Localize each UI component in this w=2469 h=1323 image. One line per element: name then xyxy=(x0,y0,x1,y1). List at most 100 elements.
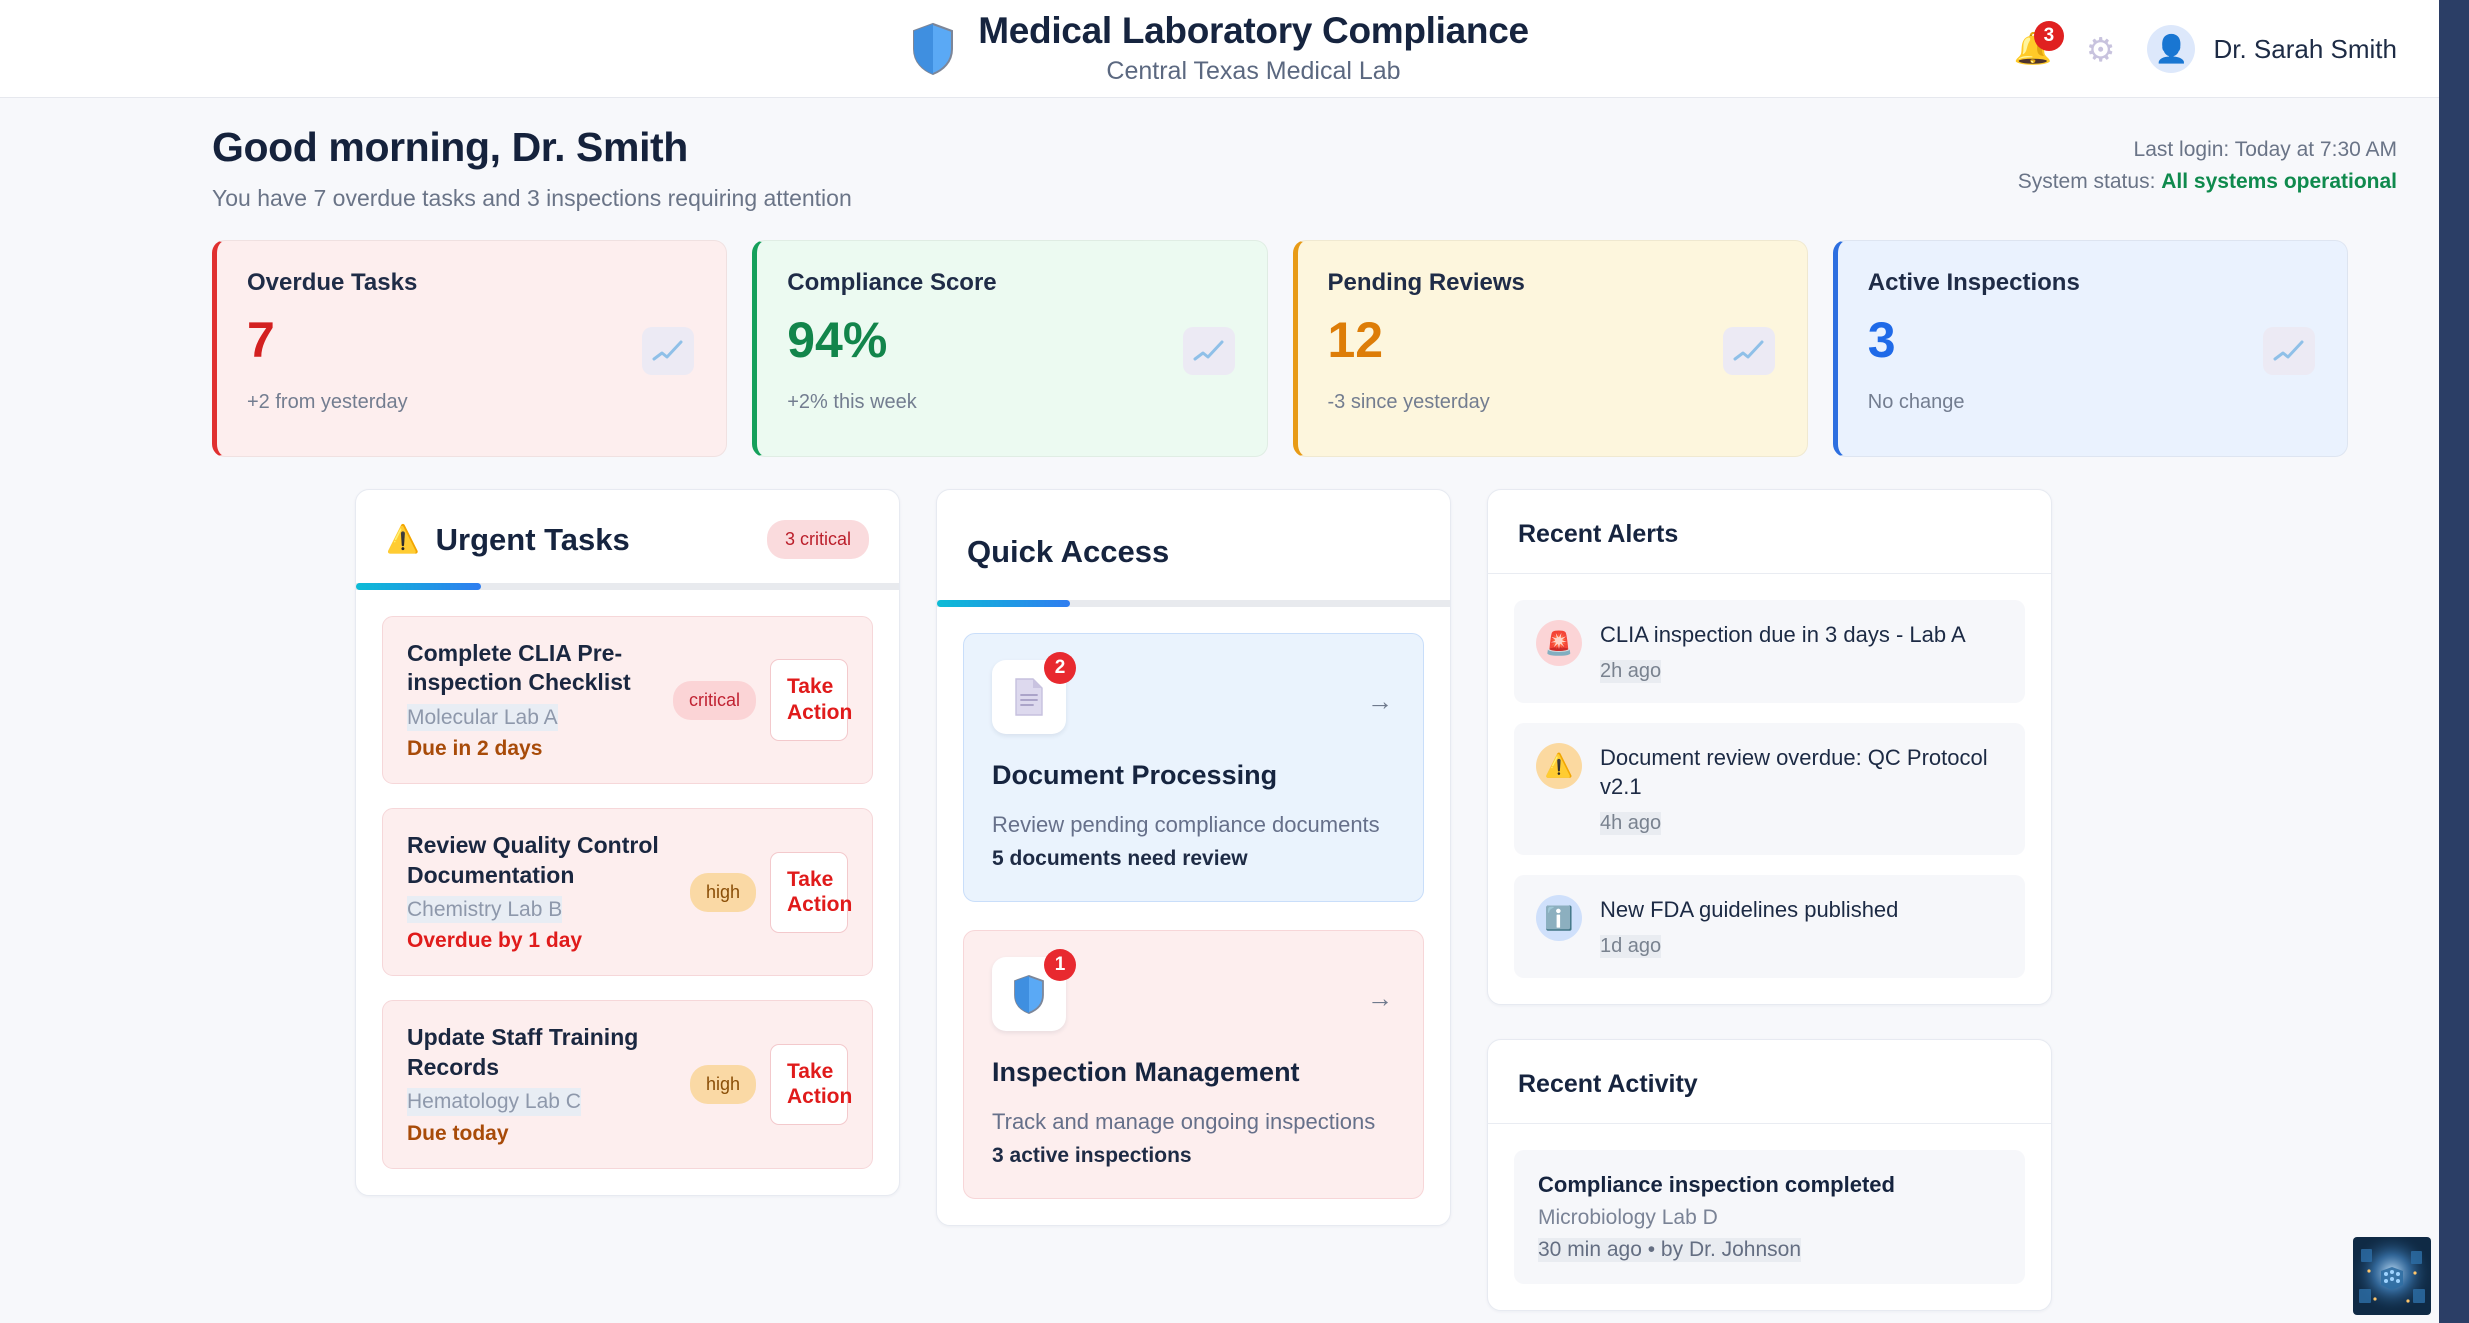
task-lab: Hematology Lab C xyxy=(407,1088,581,1116)
stat-card-active-inspections[interactable]: Active Inspections 3 No change xyxy=(1832,240,2348,457)
greeting-subtitle: You have 7 overdue tasks and 3 inspectio… xyxy=(212,185,852,211)
stat-label: Pending Reviews xyxy=(1327,269,1525,296)
header-actions: 🔔 3 ⚙ 👤 Dr. Sarah Smith xyxy=(2014,0,2397,98)
stat-value: 7 xyxy=(247,312,275,368)
main-columns: ⚠️ Urgent Tasks 3 critical Complete CLIA… xyxy=(355,489,2350,1311)
greeting-section: Good morning, Dr. Smith You have 7 overd… xyxy=(0,98,2439,212)
task-priority-badge: critical xyxy=(672,680,756,720)
panel-title: Urgent Tasks xyxy=(435,521,630,557)
stat-delta: +2% this week xyxy=(787,391,917,413)
notifications-button[interactable]: 🔔 3 xyxy=(2014,21,2064,71)
task-title: Complete CLIA Pre-inspection Checklist xyxy=(407,640,631,696)
ai-network-thumbnail xyxy=(2353,1237,2431,1315)
recent-activity-panel: Recent Activity Compliance inspection co… xyxy=(1487,1038,2052,1311)
divider xyxy=(1488,1122,2051,1124)
quick-access-card-inspection-management[interactable]: 1 → Inspection Management Track and mana… xyxy=(963,929,1424,1199)
recent-alerts-list: 🚨 CLIA inspection due in 3 days - Lab A … xyxy=(1488,574,2051,1004)
warning-triangle-icon: ⚠️ xyxy=(386,524,420,554)
alert-text: New FDA guidelines published xyxy=(1600,897,1899,923)
task-lab: Chemistry Lab B xyxy=(407,896,563,924)
quick-access-header: Quick Access xyxy=(937,490,1450,600)
activity-lab: Microbiology Lab D xyxy=(1538,1205,1718,1229)
quick-access-badge: 1 xyxy=(1044,948,1076,981)
alert-time: 1d ago xyxy=(1600,934,1662,958)
recent-alerts-panel: Recent Alerts 🚨 CLIA inspection due in 3… xyxy=(1487,489,2052,1005)
chart-line-icon xyxy=(642,327,695,375)
urgent-tasks-progress xyxy=(356,583,899,590)
activity-meta: 30 min ago • by Dr. Johnson xyxy=(1538,1237,1802,1262)
task-title: Review Quality Control Documentation xyxy=(407,832,659,888)
siren-icon: 🚨 xyxy=(1536,620,1582,666)
brand: Medical Laboratory Compliance Central Te… xyxy=(910,10,1529,86)
take-action-button[interactable]: Take Action xyxy=(770,659,852,741)
take-action-button[interactable]: Take Action xyxy=(770,851,852,933)
task-row[interactable]: Complete CLIA Pre-inspection Checklist M… xyxy=(382,616,873,785)
stat-card-overdue-tasks[interactable]: Overdue Tasks 7 +2 from yesterday xyxy=(212,240,728,457)
stat-value: 3 xyxy=(1867,312,1896,368)
quick-access-description: Review pending compliance documents xyxy=(992,812,1380,837)
stat-delta: -3 since yesterday xyxy=(1327,391,1490,413)
alert-time: 2h ago xyxy=(1600,659,1662,683)
quick-access-list: 2 → Document Processing Review pending c… xyxy=(937,607,1450,1225)
arrow-right-icon[interactable]: → xyxy=(1367,982,1393,1013)
divider xyxy=(1488,573,2051,574)
urgent-tasks-list: Complete CLIA Pre-inspection Checklist M… xyxy=(356,590,899,1195)
stat-value: 94% xyxy=(787,312,888,368)
task-title: Update Staff Training Records xyxy=(407,1024,639,1080)
gear-icon[interactable]: ⚙ xyxy=(2085,30,2116,68)
task-row[interactable]: Update Staff Training Records Hematology… xyxy=(382,1000,873,1169)
right-edge-strip xyxy=(2439,0,2469,1323)
urgent-tasks-header: ⚠️ Urgent Tasks 3 critical xyxy=(356,490,899,583)
user-menu[interactable]: 👤 Dr. Sarah Smith xyxy=(2147,25,2397,73)
stat-delta: +2 from yesterday xyxy=(247,391,408,413)
quick-access-column: Quick Access xyxy=(936,489,1451,1311)
page-title: Good morning, Dr. Smith xyxy=(212,124,688,170)
quick-access-title: Inspection Management xyxy=(992,1056,1300,1087)
stat-card-pending-reviews[interactable]: Pending Reviews 12 -3 since yesterday xyxy=(1292,240,1808,457)
notification-count-badge: 3 xyxy=(2033,21,2064,51)
stat-label: Compliance Score xyxy=(787,269,997,296)
task-due: Due today xyxy=(407,1121,509,1145)
task-row[interactable]: Review Quality Control Documentation Che… xyxy=(382,808,873,977)
activity-title: Compliance inspection completed xyxy=(1538,1171,1895,1197)
stat-delta: No change xyxy=(1867,391,1965,413)
session-meta: Last login: Today at 7:30 AM System stat… xyxy=(2018,124,2397,197)
critical-count-badge: 3 critical xyxy=(766,520,869,559)
stat-value: 12 xyxy=(1327,312,1384,368)
task-priority-badge: high xyxy=(689,872,756,912)
info-icon: ℹ️ xyxy=(1536,895,1582,942)
quick-access-description: Track and manage ongoing inspections xyxy=(992,1108,1376,1134)
quick-access-card-document-processing[interactable]: 2 → Document Processing Review pending c… xyxy=(963,633,1424,902)
task-priority-badge: high xyxy=(689,1064,756,1104)
chart-line-icon xyxy=(1182,327,1235,375)
activity-row[interactable]: Compliance inspection completed Microbio… xyxy=(1514,1149,2025,1284)
progress-fill xyxy=(356,583,481,590)
stat-label: Overdue Tasks xyxy=(247,269,418,296)
alert-row[interactable]: ⚠️ Document review overdue: QC Protocol … xyxy=(1514,722,2025,856)
recent-alerts-header: Recent Alerts xyxy=(1488,490,2051,573)
alert-time: 4h ago xyxy=(1600,812,1662,836)
quick-access-panel: Quick Access xyxy=(936,489,1451,1226)
top-header-bar: Medical Laboratory Compliance Central Te… xyxy=(0,0,2439,98)
app-subtitle: Central Texas Medical Lab xyxy=(1106,57,1401,86)
alert-text: Document review overdue: QC Protocol v2.… xyxy=(1600,744,1988,800)
alert-row[interactable]: ℹ️ New FDA guidelines published 1d ago xyxy=(1514,875,2025,978)
warning-triangle-icon: ⚠️ xyxy=(1536,742,1582,789)
stat-label: Active Inspections xyxy=(1867,269,2080,296)
alert-row[interactable]: 🚨 CLIA inspection due in 3 days - Lab A … xyxy=(1514,600,2025,703)
last-login: Last login: Today at 7:30 AM xyxy=(2133,138,2397,161)
quick-access-progress xyxy=(937,600,1450,607)
user-name: Dr. Sarah Smith xyxy=(2213,33,2397,64)
avatar: 👤 xyxy=(2147,25,2196,73)
task-due: Due in 2 days xyxy=(407,737,543,761)
task-lab: Molecular Lab A xyxy=(407,703,558,732)
panel-title: Recent Activity xyxy=(1518,1069,1698,1098)
quick-access-badge: 2 xyxy=(1044,652,1076,684)
system-status-label: System status: xyxy=(2017,169,2156,193)
task-due: Overdue by 1 day xyxy=(407,929,583,953)
quick-access-stat: 5 documents need review xyxy=(992,846,1248,870)
stat-card-compliance-score[interactable]: Compliance Score 94% +2% this week xyxy=(752,240,1268,457)
take-action-button[interactable]: Take Action xyxy=(770,1043,852,1126)
arrow-right-icon[interactable]: → xyxy=(1367,686,1393,716)
system-status-value: All systems operational xyxy=(2161,169,2397,193)
